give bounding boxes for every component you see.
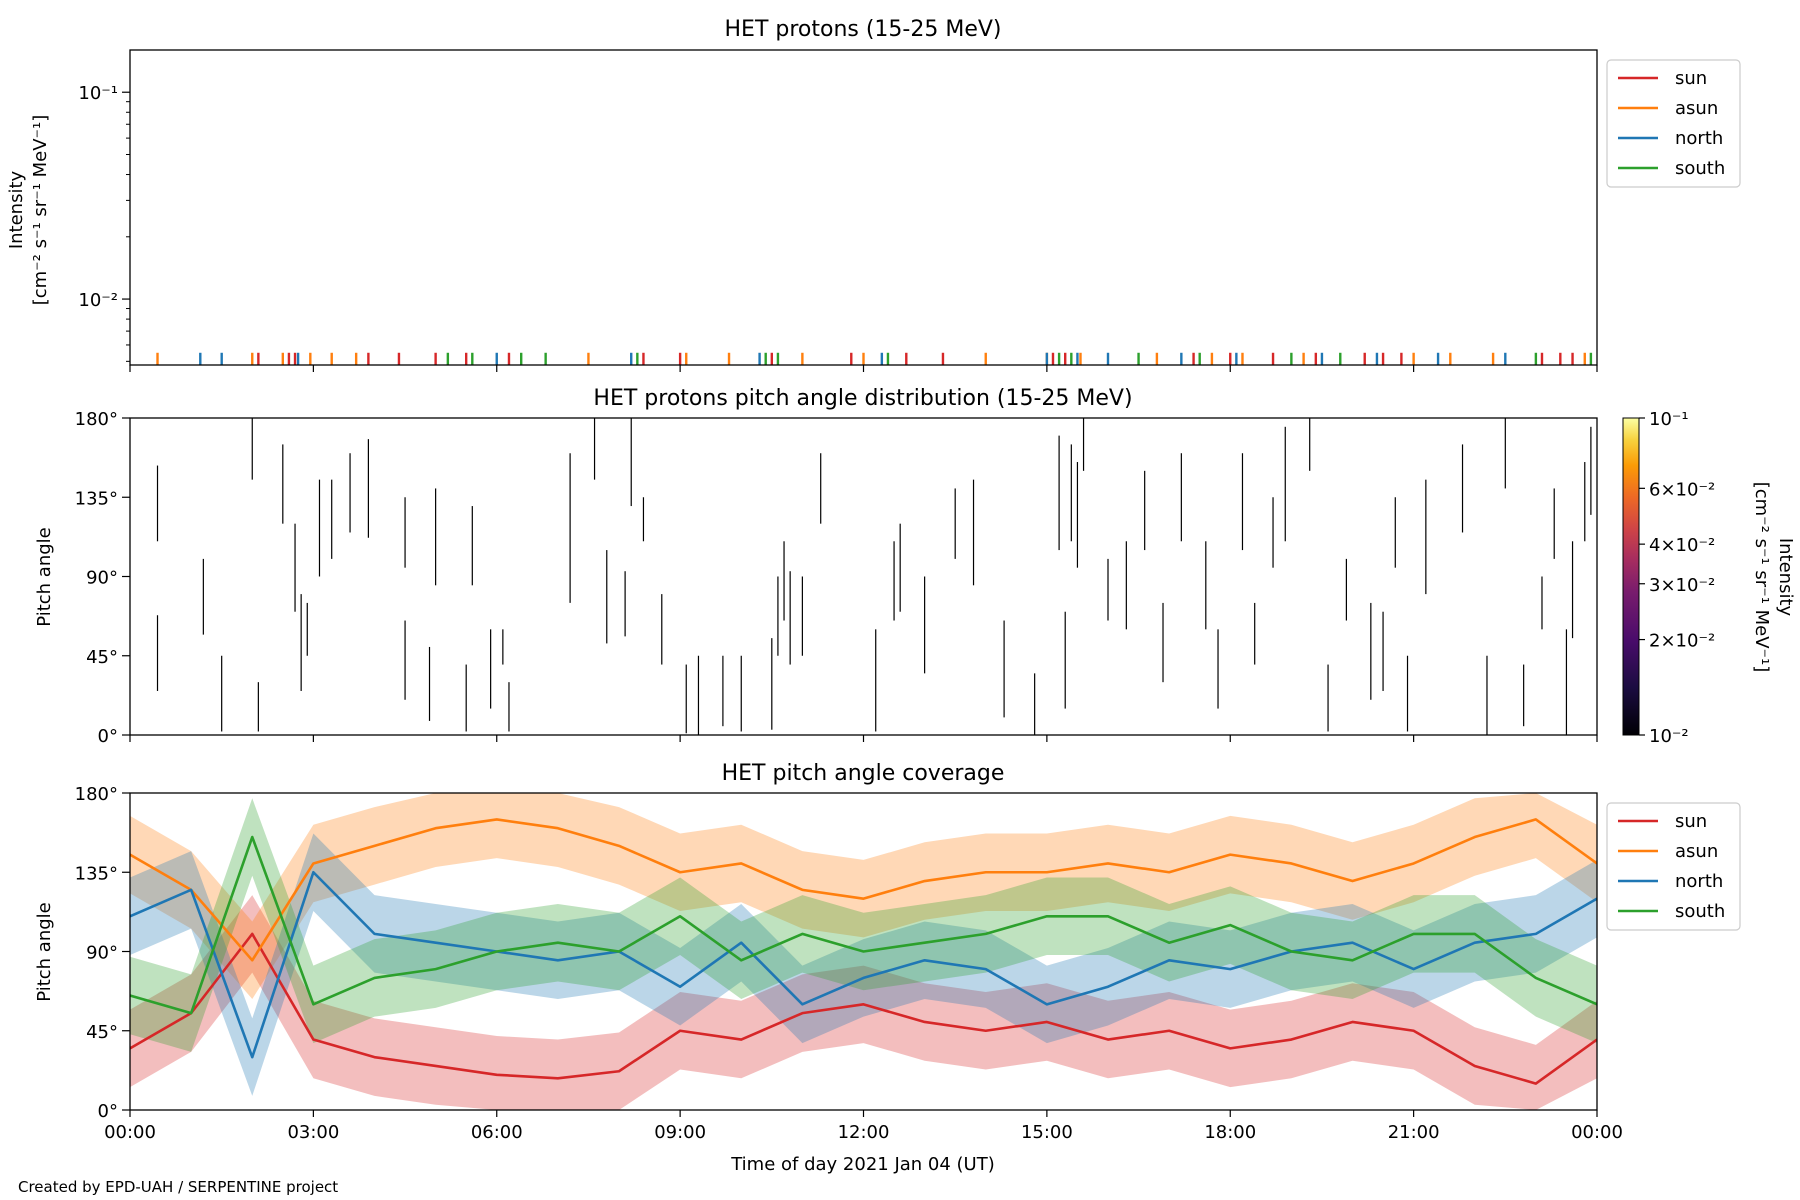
colorbar-label-line2: [cm⁻² s⁻¹ sr⁻¹ MeV⁻¹] <box>1751 482 1772 673</box>
panel-pitch-angle-distribution: HET protons pitch angle distribution (15… <box>34 386 1796 747</box>
panel3-ylabel: Pitch angle <box>34 902 55 1001</box>
coverage-band-north <box>130 833 1597 1096</box>
legend3-south-label: south <box>1675 901 1725 922</box>
panel2-ytick-label-3: 135° <box>75 488 118 509</box>
panel1-frame <box>129 49 1598 366</box>
coverage-band-asun <box>130 793 1597 1000</box>
panel3-frame <box>129 792 1598 1111</box>
coverage-band-south <box>130 798 1597 1052</box>
legend3-sun-label: sun <box>1675 811 1707 832</box>
colorbar-label-line1: Intensity <box>1775 538 1796 617</box>
panel2-frame <box>129 417 1598 736</box>
coverage-line-asun <box>130 818 1597 962</box>
panel3-title: HET pitch angle coverage <box>722 761 1005 786</box>
panel3-xtick-label-3: 09:00 <box>654 1122 706 1143</box>
panel3-ytick-label-2: 90° <box>86 943 118 964</box>
panel3-xtick-label-2: 06:00 <box>471 1122 523 1143</box>
coverage-line-south <box>130 835 1597 1015</box>
panel1-ytick-label-1: 10⁻¹ <box>78 83 118 104</box>
panel1-legend-box <box>1606 59 1741 188</box>
panel2-ytick-label-4: 180° <box>75 409 118 430</box>
panel3-data <box>130 793 1597 1110</box>
panel3-xtick-label-8: 00:00 <box>1571 1122 1623 1143</box>
coverage-line-north <box>130 870 1597 1059</box>
panel3-xtick-label-6: 18:00 <box>1204 1122 1256 1143</box>
panel2-title: HET protons pitch angle distribution (15… <box>593 386 1132 411</box>
panel3-xtick-label-7: 21:00 <box>1388 1122 1440 1143</box>
panel1-ytick-label-0: 10⁻² <box>78 290 118 311</box>
legend1-sun-label: sun <box>1675 68 1707 89</box>
panel3-legend: sun asun north south <box>1606 802 1741 931</box>
panel1-ticks: 10⁻² 10⁻¹ <box>78 83 1598 372</box>
coverage-band-sun <box>130 895 1597 1110</box>
panel2-ytick-label-1: 45° <box>86 647 118 668</box>
legend1-asun-label: asun <box>1675 98 1718 119</box>
panel1-ylabel-line2: [cm⁻² s⁻¹ sr⁻¹ MeV⁻¹] <box>30 115 51 306</box>
panel3-xtick-label-5: 15:00 <box>1021 1122 1073 1143</box>
panel3-ytick-label-1: 45° <box>86 1022 118 1043</box>
panel2-data <box>156 418 1592 735</box>
panel3-legend-box <box>1606 802 1741 931</box>
colorbar-tick-label-1: 2×10⁻² <box>1649 631 1715 652</box>
panel3-xtick-label-1: 03:00 <box>287 1122 339 1143</box>
panel1-ylabel-line1: Intensity <box>6 170 27 249</box>
panel3-ticks: 0° 45° 90° 135° 180° 00:00 03:00 06:00 09:00 12:0… <box>75 784 1623 1143</box>
legend3-asun-label: asun <box>1675 841 1718 862</box>
panel1-data <box>156 352 1593 365</box>
panel2-ticks: 0° 45° 90° 135° 180° <box>75 409 1598 747</box>
colorbar <box>1622 417 1640 736</box>
legend1-north-label: north <box>1675 128 1723 149</box>
colorbar-tick-label-2: 3×10⁻² <box>1649 575 1715 596</box>
panel2-ylabel: Pitch angle <box>34 527 55 626</box>
panel-pitch-angle-coverage: HET pitch angle coverage 0° 45° 90° 135° 180… <box>34 761 1741 1175</box>
colorbar-tick-label-4: 6×10⁻² <box>1649 479 1715 500</box>
panel2-ytick-label-2: 90° <box>86 568 118 589</box>
panel3-ytick-label-0: 0° <box>98 1101 118 1122</box>
colorbar-tick-label-5: 10⁻¹ <box>1649 409 1689 430</box>
panel1-legend: sun asun north south <box>1606 59 1741 188</box>
colorbar-ticks: 10⁻² 2×10⁻² 3×10⁻² 4×10⁻² 6×10⁻² 10⁻¹ <box>1639 409 1715 747</box>
legend3-north-label: north <box>1675 871 1723 892</box>
colorbar-tick-label-3: 4×10⁻² <box>1649 535 1715 556</box>
panel3-xtick-label-4: 12:00 <box>838 1122 890 1143</box>
coverage-line-sun <box>130 932 1597 1085</box>
panel-het-protons: HET protons (15-25 MeV) 10⁻² 10⁻¹ Intensi… <box>6 17 1741 372</box>
panel3-xtick-label-0: 00:00 <box>104 1122 156 1143</box>
credit-footer: Created by EPD-UAH / SERPENTINE project <box>18 1178 338 1196</box>
colorbar-tick-label-0: 10⁻² <box>1649 726 1689 747</box>
legend1-south-label: south <box>1675 158 1725 179</box>
panel1-title: HET protons (15-25 MeV) <box>725 17 1002 42</box>
panel3-xlabel: Time of day 2021 Jan 04 (UT) <box>730 1154 995 1175</box>
panel2-ytick-label-0: 0° <box>98 726 118 747</box>
panel3-ytick-label-3: 135° <box>75 863 118 884</box>
panel3-ytick-label-4: 180° <box>75 784 118 805</box>
